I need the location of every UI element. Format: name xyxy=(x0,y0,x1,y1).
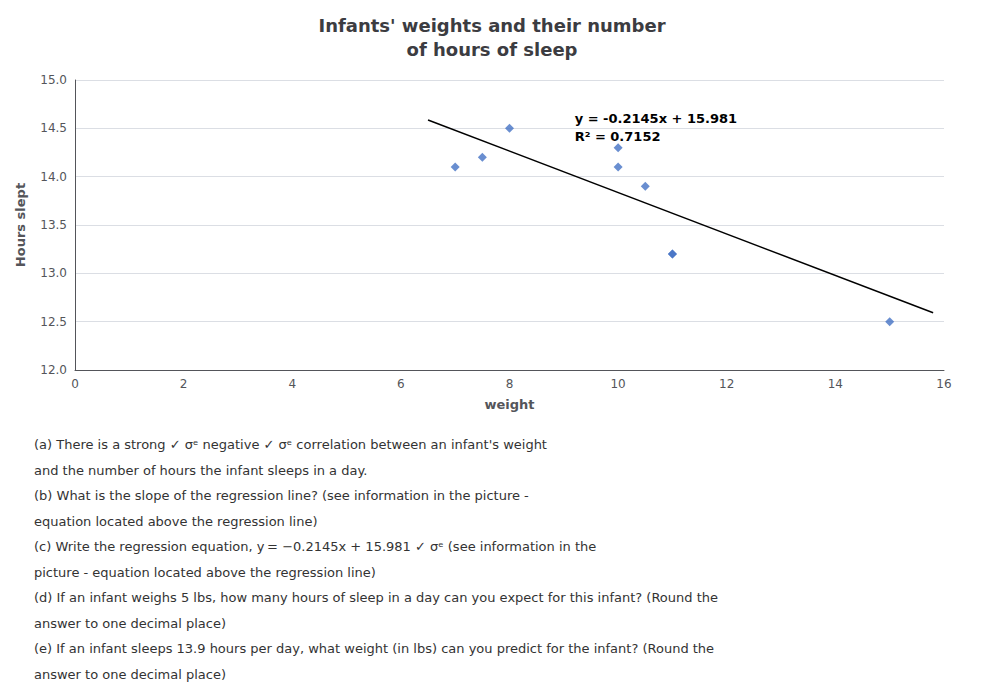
svg-text:13.5: 13.5 xyxy=(40,218,67,232)
svg-text:(b) What is the slope of the r: (b) What is the slope of the regression … xyxy=(34,488,529,503)
svg-text:(e) If an infant sleeps 13.9 h: (e) If an infant sleeps 13.9 hours per d… xyxy=(34,641,714,656)
svg-text:14.0: 14.0 xyxy=(40,170,67,184)
svg-text:4: 4 xyxy=(288,377,296,391)
svg-text:weight: weight xyxy=(484,397,534,412)
svg-text:of hours of sleep: of hours of sleep xyxy=(407,39,578,60)
svg-text:12: 12 xyxy=(719,377,734,391)
svg-text:12.0: 12.0 xyxy=(40,363,67,377)
svg-text:picture - equation located abo: picture - equation located above the reg… xyxy=(34,565,376,580)
svg-text:16: 16 xyxy=(936,377,951,391)
svg-text:14: 14 xyxy=(828,377,843,391)
svg-text:answer to one decimal place): answer to one decimal place) xyxy=(34,667,226,682)
svg-text:(a) There is a strong ✓ σᵉ neg: (a) There is a strong ✓ σᵉ negative ✓ σᵉ… xyxy=(34,437,547,452)
svg-text:8: 8 xyxy=(506,377,514,391)
svg-text:12.5: 12.5 xyxy=(40,315,67,329)
svg-text:6: 6 xyxy=(397,377,405,391)
svg-text:13.0: 13.0 xyxy=(40,266,67,280)
svg-text:2: 2 xyxy=(180,377,188,391)
svg-text:14.5: 14.5 xyxy=(40,121,67,135)
svg-text:10: 10 xyxy=(610,377,625,391)
svg-text:R² = 0.7152: R² = 0.7152 xyxy=(575,129,661,144)
svg-text:equation located above the reg: equation located above the regression li… xyxy=(34,514,318,529)
svg-text:y = -0.2145x + 15.981: y = -0.2145x + 15.981 xyxy=(575,111,737,126)
svg-text:(d) If an infant weighs 5 lbs,: (d) If an infant weighs 5 lbs, how many … xyxy=(34,590,718,605)
svg-text:and the number of hours the in: and the number of hours the infant sleep… xyxy=(34,463,367,478)
svg-text:answer to one decimal place): answer to one decimal place) xyxy=(34,616,226,631)
svg-text:15.0: 15.0 xyxy=(40,73,67,87)
svg-text:(c) Write the regression equat: (c) Write the regression equation, y = −… xyxy=(34,539,596,554)
svg-text:0: 0 xyxy=(71,377,79,391)
svg-text:Hours slept: Hours slept xyxy=(13,183,28,267)
svg-text:Infants' weights and their num: Infants' weights and their number xyxy=(318,15,665,36)
